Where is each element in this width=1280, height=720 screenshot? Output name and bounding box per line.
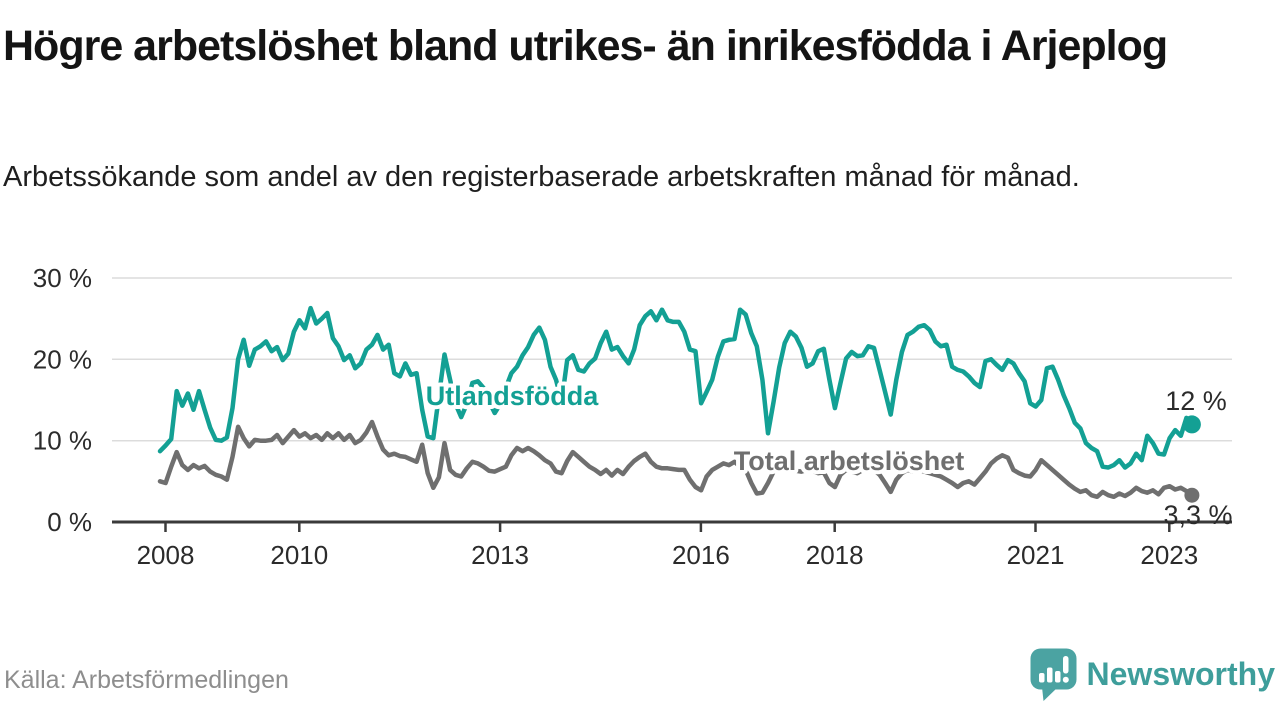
y-tick-label-10: 10 % [33, 426, 92, 456]
y-tick-label-30: 30 % [33, 263, 92, 293]
end-value-label-utlandsfodda: 12 % [1165, 386, 1227, 416]
x-tick-label-2021: 2021 [1007, 540, 1065, 570]
end-value-label-total-arbetsloshet: 3,3 % [1163, 500, 1232, 530]
logo-wordmark: Newsworthy [1086, 656, 1275, 692]
series-label-total-arbetsloshet: Total arbetslöshet [734, 446, 965, 476]
newsworthy-logo: Newsworthy [1029, 647, 1275, 702]
series-line-utlandsfodda [157, 305, 1195, 470]
end-dot-utlandsfodda [1182, 415, 1201, 434]
y-tick-label-20: 20 % [33, 344, 92, 374]
x-axis-ticks: 2008 2010 2013 2016 2018 2021 2023 [137, 523, 1198, 570]
end-dot-total-arbetsloshet [1184, 487, 1200, 503]
logo-speech-bubble-icon [1030, 648, 1077, 701]
source-note: Källa: Arbetsförmedlingen [4, 666, 289, 694]
x-tick-label-2013: 2013 [471, 540, 529, 570]
y-tick-label-0: 0 % [47, 507, 92, 537]
chart-subtitle: Arbetssökande som andel av den registerb… [3, 161, 1080, 193]
gridlines [112, 277, 1232, 442]
x-tick-label-2023: 2023 [1140, 540, 1198, 570]
x-tick-label-2010: 2010 [270, 540, 328, 570]
series-line-total-arbetsloshet [157, 419, 1195, 500]
page-title: Högre arbetslöshet bland utrikes- än inr… [3, 22, 1168, 70]
x-tick-label-2008: 2008 [137, 540, 195, 570]
y-axis-labels: 0 % 10 % 20 % 30 % [33, 263, 92, 537]
series-label-utlandsfodda: Utlandsfödda [426, 381, 599, 411]
x-tick-label-2016: 2016 [672, 540, 730, 570]
x-tick-label-2018: 2018 [806, 540, 864, 570]
